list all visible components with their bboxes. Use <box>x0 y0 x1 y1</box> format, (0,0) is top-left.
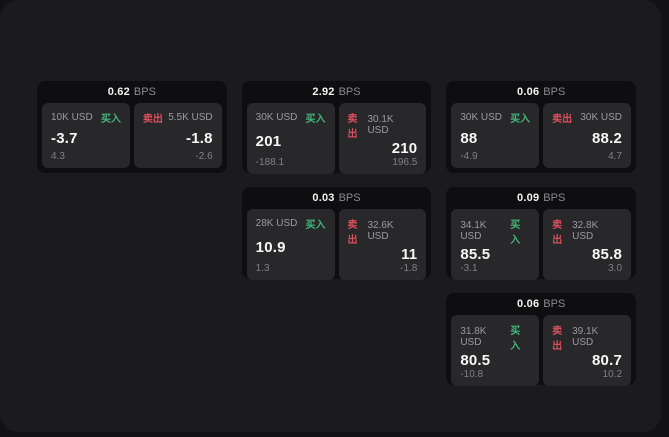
panels: 30K USD 买入 201 -188.1 卖出 30.1K USD 210 1… <box>242 103 432 179</box>
spread-unit: BPS <box>543 86 566 98</box>
buy-label: 买入 <box>510 326 521 352</box>
quote-card-grid: 0.62 BPS 10K USD 买入 -3.7 4.3 卖出 5.5K USD… <box>37 81 636 386</box>
sell-panel[interactable]: 卖出 39.1K USD 80.7 10.2 <box>543 315 632 386</box>
sell-panel[interactable]: 卖出 30K USD 88.2 4.7 <box>543 103 632 168</box>
sell-delta: 4.7 <box>608 151 623 162</box>
buy-label: 买入 <box>305 220 326 231</box>
panels: 28K USD 买入 10.9 1.3 卖出 32.6K USD 11 -1.8 <box>242 209 432 285</box>
buy-delta: -4.9 <box>460 151 478 162</box>
spread-header: 0.03 BPS <box>242 187 432 209</box>
spread-header: 0.62 BPS <box>37 81 227 103</box>
buy-panel[interactable]: 30K USD 买入 88 -4.9 <box>451 103 540 168</box>
sell-delta: 10.2 <box>602 369 623 380</box>
spread-value: 0.06 <box>517 298 540 310</box>
quote-card[interactable]: 0.09 BPS 34.1K USD 买入 85.5 -3.1 卖出 32.8K… <box>446 187 636 280</box>
quote-card[interactable]: 0.06 BPS 31.8K USD 买入 80.5 -10.8 卖出 39.1… <box>446 293 636 386</box>
quote-card[interactable]: 2.92 BPS 30K USD 买入 201 -188.1 卖出 30.1K … <box>241 81 432 174</box>
buy-label: 买入 <box>510 220 521 246</box>
sell-delta: -1.8 <box>400 263 418 274</box>
spread-value: 0.06 <box>517 86 540 98</box>
spread-unit: BPS <box>543 298 566 310</box>
sell-price: 88.2 <box>592 129 623 147</box>
spread-header: 0.06 BPS <box>446 81 636 103</box>
sell-panel[interactable]: 卖出 5.5K USD -1.8 -2.6 <box>133 103 222 168</box>
buy-price: -3.7 <box>51 129 78 147</box>
sell-delta: -2.6 <box>195 151 213 162</box>
sell-delta: 3.0 <box>608 263 623 274</box>
sell-price: 85.8 <box>592 246 623 263</box>
buy-panel[interactable]: 31.8K USD 买入 80.5 -10.8 <box>451 315 540 386</box>
sell-delta: 196.5 <box>392 157 418 168</box>
sell-price: -1.8 <box>186 129 213 147</box>
buy-price: 85.5 <box>460 246 491 263</box>
sell-price: 210 <box>391 140 418 157</box>
buy-size: 28K USD <box>255 218 298 229</box>
spread-unit: BPS <box>133 86 156 98</box>
quote-card[interactable]: 0.62 BPS 10K USD 买入 -3.7 4.3 卖出 5.5K USD… <box>37 81 227 173</box>
spread-value: 0.62 <box>107 86 130 98</box>
spread-header: 2.92 BPS <box>242 81 432 103</box>
buy-size: 30K USD <box>460 112 503 123</box>
sell-size: 32.8K USD <box>572 220 599 242</box>
sell-price: 80.7 <box>592 352 623 369</box>
buy-delta: -10.8 <box>460 369 484 380</box>
buy-size: 31.8K USD <box>460 326 487 348</box>
buy-panel[interactable]: 34.1K USD 买入 85.5 -3.1 <box>451 209 540 280</box>
sell-panel[interactable]: 卖出 32.6K USD 11 -1.8 <box>338 209 427 280</box>
buy-delta: 4.3 <box>51 151 65 162</box>
buy-price: 80.5 <box>460 352 491 369</box>
buy-label: 买入 <box>305 114 326 125</box>
spread-unit: BPS <box>543 192 566 204</box>
sell-size: 5.5K USD <box>168 112 213 123</box>
sell-size: 39.1K USD <box>572 326 599 348</box>
sell-label: 卖出 <box>552 326 563 352</box>
spread-value: 0.09 <box>517 192 540 204</box>
panels: 10K USD 买入 -3.7 4.3 卖出 5.5K USD -1.8 -2.… <box>37 103 227 173</box>
buy-label: 买入 <box>510 114 531 125</box>
spread-header: 0.09 BPS <box>446 187 636 209</box>
sell-label: 卖出 <box>552 220 563 246</box>
buy-size: 34.1K USD <box>460 220 487 242</box>
sell-label: 卖出 <box>552 114 573 125</box>
panels: 34.1K USD 买入 85.5 -3.1 卖出 32.8K USD 85.8… <box>446 209 636 285</box>
sell-size: 30.1K USD <box>367 114 394 136</box>
buy-panel[interactable]: 10K USD 买入 -3.7 4.3 <box>42 103 130 168</box>
sell-price: 11 <box>401 246 418 263</box>
panels: 30K USD 买入 88 -4.9 卖出 30K USD 88.2 4.7 <box>446 103 636 173</box>
buy-delta: 1.3 <box>255 263 270 274</box>
spread-value: 0.03 <box>312 192 335 204</box>
buy-price: 88 <box>460 129 478 147</box>
spread-value: 2.92 <box>312 86 335 98</box>
quote-card[interactable]: 0.06 BPS 30K USD 买入 88 -4.9 卖出 30K USD 8… <box>446 81 636 173</box>
spread-unit: BPS <box>338 192 361 204</box>
buy-panel[interactable]: 30K USD 买入 201 -188.1 <box>246 103 335 174</box>
buy-panel[interactable]: 28K USD 买入 10.9 1.3 <box>246 209 335 280</box>
buy-price: 201 <box>255 132 282 150</box>
quote-card[interactable]: 0.03 BPS 28K USD 买入 10.9 1.3 卖出 32.6K US… <box>241 187 432 280</box>
sell-label: 卖出 <box>347 114 358 140</box>
sell-size: 30K USD <box>580 112 623 123</box>
sell-panel[interactable]: 卖出 30.1K USD 210 196.5 <box>338 103 427 174</box>
buy-delta: -188.1 <box>255 157 285 168</box>
buy-price: 10.9 <box>255 238 286 256</box>
sell-panel[interactable]: 卖出 32.8K USD 85.8 3.0 <box>543 209 632 280</box>
buy-label: 买入 <box>100 114 121 125</box>
buy-delta: -3.1 <box>460 263 478 274</box>
sell-size: 32.6K USD <box>367 220 394 242</box>
buy-size: 10K USD <box>51 112 93 123</box>
sell-label: 卖出 <box>347 220 358 246</box>
spread-header: 0.06 BPS <box>446 293 636 315</box>
buy-size: 30K USD <box>255 112 298 123</box>
panels: 31.8K USD 买入 80.5 -10.8 卖出 39.1K USD 80.… <box>446 315 636 391</box>
spread-unit: BPS <box>338 86 361 98</box>
sell-label: 卖出 <box>142 114 163 125</box>
